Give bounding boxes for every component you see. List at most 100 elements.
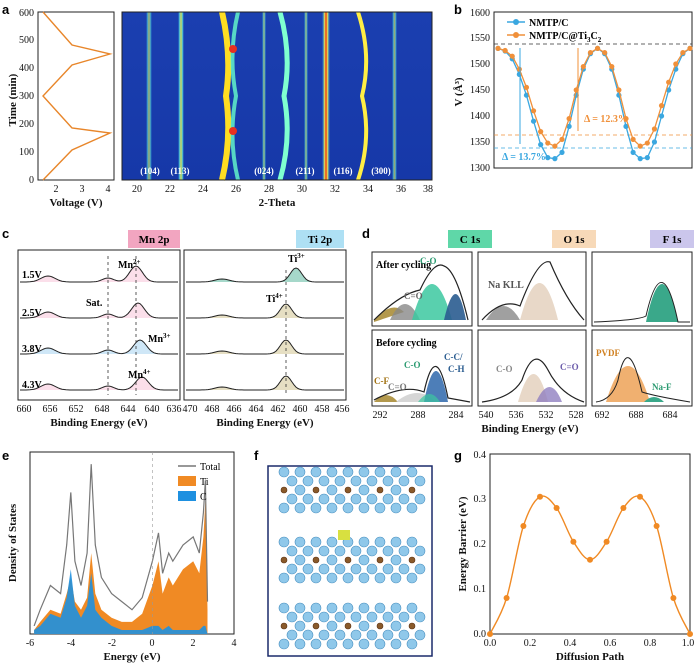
c-ti4-sup: 4+ <box>275 292 283 300</box>
b-ytick: 1600 <box>470 8 490 19</box>
a-ytick: 0 <box>29 175 34 186</box>
f-ti-atom <box>294 484 306 496</box>
d-envelope <box>373 365 471 403</box>
c-sat: Sat. <box>86 298 103 309</box>
f-ti-atom <box>390 536 402 548</box>
f-ti-atom <box>326 484 338 496</box>
f-ti-atom <box>358 602 370 614</box>
f-ti-atom <box>374 602 386 614</box>
f-ti-atom <box>334 611 346 623</box>
c-xlabel: Binding Energy (eV) <box>216 417 314 429</box>
f-ti-atom <box>366 611 378 623</box>
f-ti-atom <box>294 572 306 584</box>
f-ti-atom <box>278 502 290 514</box>
c-mn-spectrum <box>20 376 178 391</box>
b-data-point <box>651 126 658 132</box>
f-ti-atom <box>294 502 306 514</box>
f-ti-atom <box>302 475 314 487</box>
a-peak-label: (024) <box>254 166 274 176</box>
f-ti-atom <box>294 620 306 632</box>
b-series-line <box>497 47 691 147</box>
a-ridge <box>262 12 266 180</box>
f-ti-atom <box>278 638 290 650</box>
f-ti-atom <box>302 493 314 505</box>
d-xtick: 540 <box>479 410 494 421</box>
f-ti-atom <box>350 611 362 623</box>
f-ti-atom <box>286 611 298 623</box>
c-tag-ti-text: Ti 2p <box>308 234 333 246</box>
f-ti-atom <box>358 466 370 478</box>
d-axes <box>477 251 587 327</box>
f-ti-atom <box>390 602 402 614</box>
b-legend-c: C <box>591 31 598 42</box>
g-plot-area <box>487 493 693 637</box>
d-xtick: 688 <box>629 410 644 421</box>
f-ti-atom <box>374 502 386 514</box>
f-ti-atom <box>382 629 394 641</box>
a-xtick: 26 <box>231 184 241 195</box>
f-c-atom <box>312 486 320 494</box>
c-ti-labels: Ti3+ Ti4+ <box>266 252 305 305</box>
b-data-point <box>523 84 530 90</box>
b-data-point <box>594 45 601 52</box>
f-ti-atom <box>286 493 298 505</box>
f-ti-atom <box>406 572 418 584</box>
c-mn4-sup: 4+ <box>143 368 151 376</box>
e-area-ti <box>34 500 208 634</box>
f-ti-atom <box>358 638 370 650</box>
f-ti-atom <box>390 572 402 584</box>
f-ti-atom <box>326 536 338 548</box>
e-xtick: 4 <box>232 638 237 649</box>
f-ti-atom <box>414 611 426 623</box>
f-ti-atom <box>390 638 402 650</box>
c-ti-fill <box>186 304 344 318</box>
b-data-point <box>623 123 629 129</box>
a-xtick: 32 <box>330 184 340 195</box>
a-peak-label: (104) <box>140 166 160 176</box>
b-data-point <box>552 143 558 149</box>
b-data-point <box>566 116 572 122</box>
a-ridge <box>146 12 152 180</box>
f-c-atom <box>312 556 320 564</box>
f-ti-atom <box>406 502 418 514</box>
a-xtick: 2 <box>54 184 59 195</box>
a-xtick: 34 <box>363 184 373 195</box>
panel-e-label: e <box>2 448 9 463</box>
b-data-point <box>687 45 693 52</box>
a-heatmap-bg <box>122 12 432 180</box>
f-ti-atom <box>318 611 330 623</box>
f-c-atom <box>344 622 352 630</box>
d-peak-co2 <box>536 387 562 402</box>
f-ti-atom <box>310 536 322 548</box>
b-data-point <box>637 156 643 162</box>
c-xtick: 656 <box>43 404 58 415</box>
f-ti-atom <box>318 629 330 641</box>
b-data-point <box>602 49 608 56</box>
f-c-atom <box>376 556 384 564</box>
panel-a: a 0 100 200 300 400 500 600 2 3 4 Time (… <box>2 2 433 209</box>
f-c-atom <box>344 486 352 494</box>
b-ytick: 1350 <box>470 137 490 148</box>
c-mn4: Mn4+ <box>128 368 151 381</box>
d-xtick: 528 <box>569 410 584 421</box>
d-envelope <box>595 357 691 403</box>
f-ti-atom <box>310 572 322 584</box>
a-xtick: 3 <box>80 184 85 195</box>
a-ridge <box>304 12 308 180</box>
b-data-point <box>495 45 501 52</box>
d-xtick: 684 <box>663 410 678 421</box>
f-ti-atom <box>286 629 298 641</box>
c-mn2: Mn2+ <box>118 258 141 271</box>
b-legend-marker <box>513 19 519 25</box>
d-xtick: 692 <box>595 410 610 421</box>
d-tag-f <box>650 230 694 248</box>
b-data-point <box>609 64 615 70</box>
g-xtick: 0.4 <box>564 638 577 649</box>
b-legend-entry: NMTP/C <box>529 18 568 29</box>
c-xlabel: Binding Energy (eV) <box>50 417 148 429</box>
f-ti-atom <box>326 502 338 514</box>
f-ti-atom <box>414 563 426 575</box>
a-xtick: 4 <box>106 184 111 195</box>
c-xtick: 462 <box>271 404 286 415</box>
c-mn2-main: Mn <box>118 260 133 271</box>
